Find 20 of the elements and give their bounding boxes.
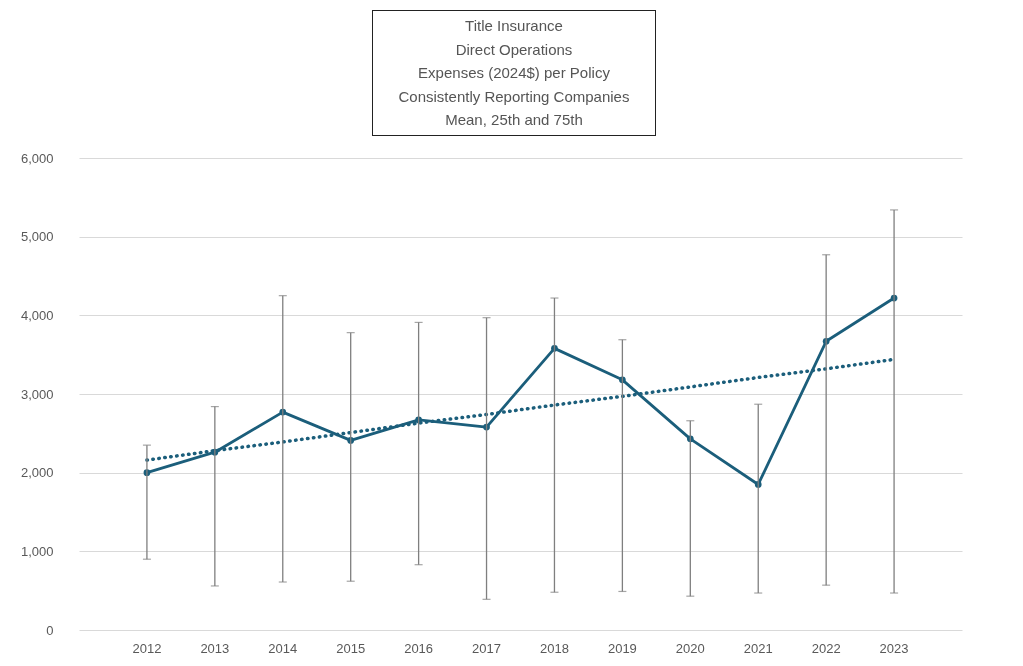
x-tick-label: 2014 [268,640,298,656]
x-tick-label: 2019 [607,640,637,656]
x-tick-label: 2016 [404,640,434,656]
y-tick-label: 2,000 [20,465,54,481]
y-tick-label: 0 [46,622,54,638]
y-tick-label: 4,000 [20,307,54,323]
x-tick-label: 2021 [743,640,773,656]
x-tick-label: 2012 [132,640,162,656]
x-tick-label: 2013 [200,640,230,656]
chart-title: Title Insurance Direct Operations Expenses (2024$) per Policy Consistently Reporting Companies Mean, 25th and 75th [397,16,631,130]
x-tick-label: 2023 [879,640,909,656]
y-tick-label: 5,000 [20,229,54,245]
x-tick-label: 2022 [811,640,841,656]
x-tick-label: 2018 [540,640,569,656]
x-tick-label: 2015 [336,640,366,656]
x-tick-label: 2017 [472,640,501,656]
y-tick-label: 3,000 [20,386,54,402]
y-tick-label: 1,000 [20,543,54,559]
y-tick-label: 6,000 [20,150,54,166]
x-tick-label: 2020 [675,640,705,656]
